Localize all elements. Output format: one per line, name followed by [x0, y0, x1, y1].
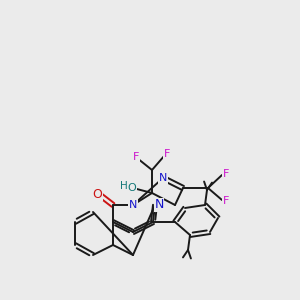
- Text: H: H: [120, 181, 128, 191]
- Text: F: F: [223, 169, 229, 179]
- Text: O: O: [92, 188, 102, 200]
- Text: N: N: [154, 199, 164, 212]
- Text: F: F: [164, 149, 170, 159]
- Text: F: F: [133, 152, 139, 162]
- Text: F: F: [223, 196, 229, 206]
- Text: N: N: [159, 173, 167, 183]
- Text: O: O: [128, 183, 136, 193]
- Text: N: N: [129, 200, 137, 210]
